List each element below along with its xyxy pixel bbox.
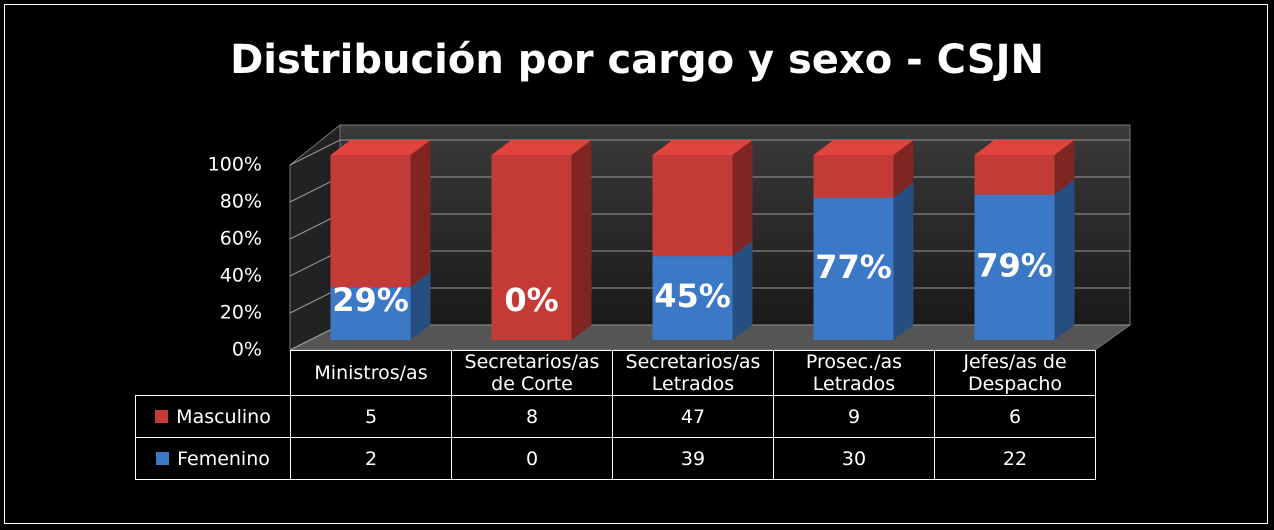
- bar: [813, 155, 894, 198]
- data-label: 77%: [815, 248, 892, 286]
- bar-top: [491, 140, 592, 155]
- data-label: 0%: [504, 281, 558, 319]
- category-label: Prosec./as Letrados: [773, 350, 935, 396]
- table-value-text: 22: [1002, 447, 1028, 470]
- y-tick-label: 20%: [220, 302, 262, 324]
- bar-side: [893, 140, 914, 198]
- table-value: 6: [934, 395, 1096, 438]
- bar: [330, 155, 411, 288]
- category-label: Jefes/as de Despacho: [934, 350, 1096, 396]
- table-value-text: 9: [847, 405, 861, 428]
- table-value-text: 6: [1008, 405, 1022, 428]
- y-tick-label: 0%: [232, 339, 262, 361]
- category-label-text: Secretarios/as de Corte: [464, 351, 600, 395]
- table-value: 47: [612, 395, 774, 438]
- bar-top: [974, 140, 1075, 155]
- bar-side: [1054, 179, 1075, 340]
- table-value: 39: [612, 437, 774, 480]
- category-label: Ministros/as: [290, 350, 452, 396]
- table-value: 5: [290, 395, 452, 438]
- chart-title: Distribución por cargo y sexo - CSJN: [230, 37, 1044, 83]
- table-value-text: 39: [680, 447, 706, 470]
- bar: [652, 256, 733, 340]
- category-label: Secretarios/as Letrados: [612, 350, 774, 396]
- bar-side: [1054, 140, 1075, 195]
- bar-top: [813, 140, 914, 155]
- bar: [813, 197, 894, 340]
- legend-entry-text: Femenino: [177, 447, 270, 470]
- legend-swatch: [155, 410, 169, 423]
- data-label: 79%: [976, 246, 1053, 284]
- table-value-text: 30: [841, 447, 867, 470]
- y-tick-label: 60%: [220, 228, 262, 250]
- bar-side: [732, 140, 753, 257]
- bar-top: [330, 140, 431, 155]
- y-tick-label: 80%: [220, 191, 262, 213]
- category-label-text: Secretarios/as Letrados: [625, 351, 761, 395]
- bar-top: [652, 140, 753, 155]
- table-value: 30: [773, 437, 935, 480]
- bar-side: [410, 272, 431, 340]
- legend-swatch: [156, 452, 170, 465]
- table-value-text: 0: [525, 447, 539, 470]
- table-value: 2: [290, 437, 452, 480]
- y-tick-label: 40%: [220, 265, 262, 287]
- table-value: 22: [934, 437, 1096, 480]
- bar: [330, 287, 411, 340]
- category-label-text: Ministros/as: [314, 362, 428, 384]
- table-value: 8: [451, 395, 613, 438]
- data-label: 45%: [654, 277, 731, 315]
- bar-side: [893, 182, 914, 340]
- bar: [974, 155, 1055, 195]
- bar: [974, 194, 1055, 340]
- table-value-text: 5: [364, 405, 378, 428]
- frame: [4, 4, 1268, 524]
- bar: [652, 155, 733, 257]
- category-label: Secretarios/as de Corte: [451, 350, 613, 396]
- table-value-text: 47: [680, 405, 706, 428]
- table-value-text: 2: [364, 447, 378, 470]
- legend-entry: Femenino: [135, 437, 291, 480]
- data-label: 29%: [332, 281, 409, 319]
- bar: [491, 155, 572, 340]
- bar-side: [571, 140, 592, 340]
- bar-side: [732, 241, 753, 340]
- y-tick-label: 100%: [208, 154, 262, 176]
- table-value-text: 8: [525, 405, 539, 428]
- legend-entry-text: Masculino: [176, 405, 271, 428]
- bar-side: [410, 140, 431, 288]
- category-label-text: Prosec./as Letrados: [805, 351, 903, 395]
- category-label-text: Jefes/as de Despacho: [963, 351, 1067, 395]
- legend-entry: Masculino: [135, 395, 291, 438]
- table-value: 9: [773, 395, 935, 438]
- table-value: 0: [451, 437, 613, 480]
